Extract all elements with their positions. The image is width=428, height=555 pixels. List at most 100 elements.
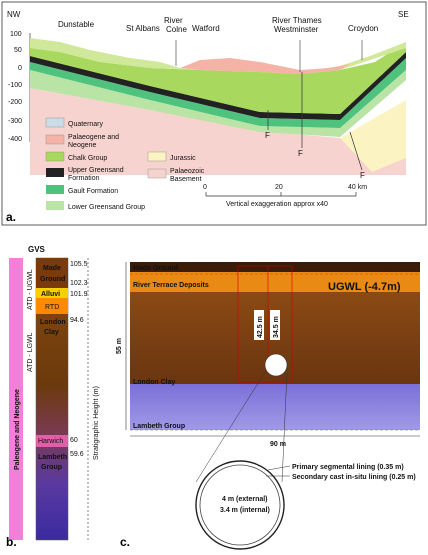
- legend-swatch-palaeozoic: [147, 168, 167, 179]
- fault-label-2: F: [298, 149, 303, 158]
- legend-swatch-chalk: [45, 151, 65, 162]
- label-secondary-lining: Secondary cast in-situ lining (0.25 m): [292, 474, 416, 481]
- legend-swatch-lower-greensand: [46, 201, 64, 210]
- legend-palaeogene-1: Palaeogene and: [68, 134, 119, 141]
- chalk-group: [30, 42, 406, 114]
- tunnel-circle: [264, 353, 288, 377]
- legend-lower-greensand: Lower Greensand Group: [68, 204, 145, 211]
- place-dunstable: Dunstable: [58, 20, 95, 29]
- gvs-lambeth-2: Group: [41, 464, 62, 471]
- y-tick-minus100: -100: [8, 82, 22, 89]
- gvs-london-clay-2: Clay: [44, 329, 59, 336]
- legend: Quaternary Palaeogene and Neogene Chalk …: [45, 117, 205, 211]
- gault-formation: [30, 58, 406, 128]
- panel-a-tag: a.: [6, 210, 16, 224]
- tunnel-made-ground: [130, 262, 420, 272]
- gvs-atd-band: [23, 258, 36, 540]
- legend-swatch-gault: [46, 185, 64, 194]
- place-croydon: Croydon: [348, 24, 378, 33]
- legend-upper-greensand-2: Formation: [68, 175, 100, 182]
- scale-bar: 0 20 40 km Vertical exaggeration approx …: [203, 184, 367, 208]
- fault-line-3: [349, 131, 363, 171]
- y-tick-0: 0: [18, 65, 22, 72]
- label-depth-1: 42.5 m: [257, 316, 264, 338]
- gvs-title: GVS: [28, 245, 46, 254]
- gvs-rtd: [36, 298, 68, 314]
- legend-swatch-palaeogene: [45, 134, 65, 145]
- legend-swatch-quaternary: [45, 117, 65, 128]
- depth-axis: 100 50 0 -100 -200 -300 -400: [8, 31, 31, 143]
- gvs-harwich: [36, 435, 68, 447]
- label-river-terrace: River Terrace Deposits: [133, 282, 209, 289]
- panel-b-gvs: GVS Paleogene and Neogene ATD - UGWL ATD…: [6, 245, 100, 549]
- zoom-line-right: [281, 371, 288, 483]
- legend-palaeozoic-2: Basement: [170, 176, 202, 183]
- gvs-rtd-label: RTD: [45, 304, 59, 311]
- lining-outer-ring: [195, 460, 285, 550]
- label-primary-lining: Primary segmental lining (0.35 m): [292, 464, 404, 471]
- scale-40: 40 km: [348, 184, 367, 191]
- panel-c-tunnel-section: Made Ground River Terrace Deposits UGWL …: [116, 262, 420, 550]
- geology-layers: [30, 38, 406, 175]
- upper-greensand: [30, 52, 406, 120]
- legend-quaternary: Quaternary: [68, 121, 104, 128]
- label-internal: 3.4 m (internal): [220, 507, 270, 514]
- palaeozoic-basement: [30, 88, 406, 175]
- label-london-clay: London Clay: [133, 379, 175, 386]
- scale-0: 0: [203, 184, 207, 191]
- gvs-lambeth-1: Lambeth: [38, 454, 67, 461]
- panel-a-cross-section: NW SE 100 50 0 -100 -200 -300 -400: [1, 1, 427, 226]
- y-tick-minus400: -400: [8, 136, 22, 143]
- place-river-colne-1: River: [164, 16, 183, 25]
- y-tick-100: 100: [10, 31, 22, 38]
- tunnel-river-terrace: [130, 272, 420, 292]
- lining-inner-ring: [199, 464, 281, 546]
- lower-greensand: [30, 70, 406, 137]
- gvs-alluvi-label: Alluvi: [41, 291, 60, 298]
- legend-swatch-jurassic: [147, 151, 167, 162]
- leader-primary: [267, 465, 291, 471]
- gvs-made-ground-2: Ground: [40, 276, 65, 283]
- label-depth-2: 34.5 m: [273, 316, 280, 338]
- panel-a-frame: [1, 1, 427, 226]
- gvs-alluvi: [36, 288, 68, 298]
- legend-swatch-upper-greensand: [46, 168, 64, 177]
- legend-upper-greensand-1: Upper Greensand: [68, 167, 124, 174]
- place-westminster: Westminster: [274, 25, 319, 34]
- fault-label-1: F: [265, 131, 270, 140]
- gvs-height-60: 60: [70, 437, 78, 444]
- label-external: 4 m (external): [222, 496, 268, 503]
- place-river-colne-2: Colne: [166, 25, 187, 34]
- tunnel-red-box: [237, 265, 293, 383]
- place-st-albans: St Albans: [126, 24, 160, 33]
- legend-palaeozoic-1: Palaeozoic: [170, 168, 205, 175]
- palaeogene-layer: [180, 58, 350, 74]
- y-tick-minus200: -200: [8, 99, 22, 106]
- legend-palaeogene-2: Neogene: [68, 142, 97, 149]
- legend-gault: Gault Formation: [68, 188, 118, 195]
- label-made-ground: Made Ground: [133, 265, 178, 272]
- panel-b-tag: b.: [6, 535, 17, 549]
- gvs-made-ground-1: Made: [43, 265, 61, 272]
- gvs-axis-label: Stratigraphic Height (m): [93, 386, 100, 460]
- gvs-made-ground: [36, 258, 68, 288]
- scale-20: 20: [275, 184, 283, 191]
- label-height: 55 m: [116, 338, 123, 354]
- gvs-height-101-9: 101.9: [70, 291, 88, 298]
- gvs-london-clay-1: London: [40, 319, 66, 326]
- gvs-side-label: Paleogene and Neogene: [14, 389, 21, 470]
- compass-nw: NW: [7, 10, 21, 19]
- place-river-thames: River Thames: [272, 16, 322, 25]
- y-tick-minus300: -300: [8, 118, 22, 125]
- y-tick-50: 50: [14, 47, 22, 54]
- label-width: 90 m: [270, 441, 286, 448]
- gvs-height-105-5: 105.5: [70, 261, 88, 268]
- depth-1-box: [254, 310, 264, 340]
- legend-chalk: Chalk Group: [68, 155, 107, 162]
- gvs-height-59-6: 59.6: [70, 451, 84, 458]
- gvs-harwich-label: Harwich: [38, 438, 63, 445]
- place-watford: Watford: [192, 24, 220, 33]
- gvs-atd-upper: ATD - UGWL: [27, 269, 34, 310]
- fault-label-3: F: [360, 171, 365, 180]
